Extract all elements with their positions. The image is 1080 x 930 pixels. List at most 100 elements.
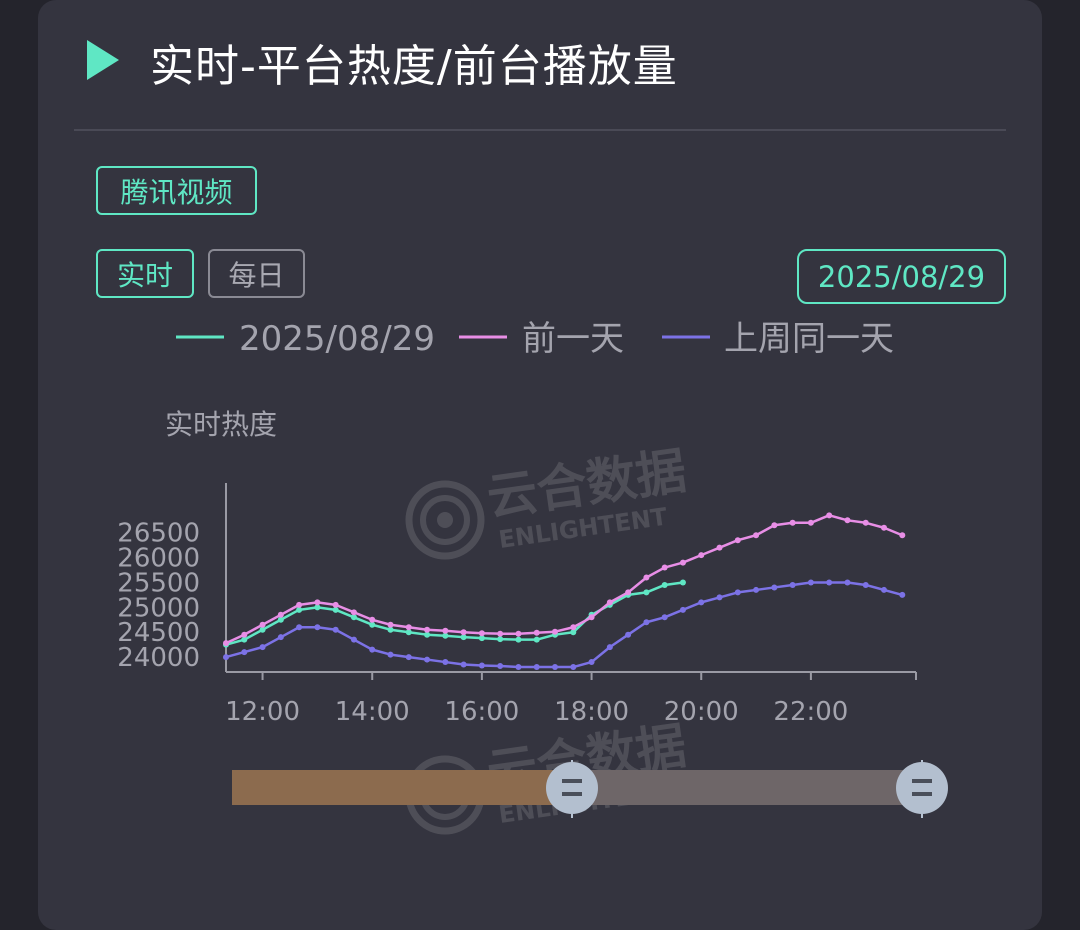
data-point[interactable]	[387, 621, 394, 628]
data-point[interactable]	[606, 599, 613, 606]
data-point[interactable]	[789, 581, 796, 588]
data-point[interactable]	[881, 586, 888, 593]
data-point[interactable]	[350, 636, 357, 643]
data-point[interactable]	[899, 591, 906, 598]
slider-track-window[interactable]	[577, 770, 922, 805]
data-point[interactable]	[515, 664, 522, 671]
legend-item-today[interactable]: 2025/08/29	[176, 319, 435, 359]
data-point[interactable]	[296, 624, 303, 631]
data-point[interactable]	[296, 601, 303, 608]
data-point[interactable]	[862, 519, 869, 526]
data-point[interactable]	[277, 616, 284, 623]
data-point[interactable]	[241, 636, 248, 643]
data-point[interactable]	[277, 634, 284, 641]
data-point[interactable]	[844, 517, 851, 524]
data-point[interactable]	[826, 512, 833, 519]
data-point[interactable]	[588, 659, 595, 666]
data-point[interactable]	[350, 609, 357, 616]
data-point[interactable]	[588, 614, 595, 621]
data-point[interactable]	[405, 624, 412, 631]
data-point[interactable]	[533, 629, 540, 636]
data-point[interactable]	[442, 659, 449, 666]
slider-track-selected[interactable]	[232, 770, 577, 805]
range-slider[interactable]	[232, 760, 948, 818]
data-point[interactable]	[734, 537, 741, 544]
data-point[interactable]	[734, 589, 741, 596]
data-point[interactable]	[296, 606, 303, 613]
data-point[interactable]	[478, 662, 485, 669]
data-point[interactable]	[259, 626, 266, 633]
data-point[interactable]	[606, 644, 613, 651]
data-point[interactable]	[552, 664, 559, 671]
data-point[interactable]	[369, 621, 376, 628]
data-point[interactable]	[259, 621, 266, 628]
legend-item-last-week[interactable]: 上周同一天	[662, 319, 894, 359]
data-point[interactable]	[314, 604, 321, 611]
data-point[interactable]	[826, 579, 833, 586]
data-point[interactable]	[862, 581, 869, 588]
data-point[interactable]	[460, 629, 467, 636]
data-point[interactable]	[387, 626, 394, 633]
date-picker-button[interactable]: 2025/08/29	[797, 249, 1006, 304]
slider-handle-end[interactable]	[896, 760, 948, 818]
slider-handle-start[interactable]	[546, 760, 598, 818]
data-point[interactable]	[314, 624, 321, 631]
data-point[interactable]	[661, 564, 668, 571]
data-point[interactable]	[332, 606, 339, 613]
data-point[interactable]	[497, 630, 504, 637]
data-point[interactable]	[332, 626, 339, 633]
data-point[interactable]	[332, 601, 339, 608]
data-point[interactable]	[643, 589, 650, 596]
data-point[interactable]	[570, 624, 577, 631]
data-point[interactable]	[643, 619, 650, 626]
data-point[interactable]	[478, 630, 485, 637]
data-point[interactable]	[442, 627, 449, 634]
data-point[interactable]	[716, 544, 723, 551]
data-point[interactable]	[497, 663, 504, 670]
data-point[interactable]	[405, 629, 412, 636]
data-point[interactable]	[442, 632, 449, 639]
data-point[interactable]	[844, 579, 851, 586]
data-point[interactable]	[899, 532, 906, 539]
handle-knob[interactable]	[546, 762, 598, 814]
handle-knob[interactable]	[896, 762, 948, 814]
data-point[interactable]	[698, 552, 705, 559]
data-point[interactable]	[259, 644, 266, 651]
data-point[interactable]	[679, 559, 686, 566]
data-point[interactable]	[424, 626, 431, 633]
data-point[interactable]	[223, 640, 229, 647]
data-point[interactable]	[515, 636, 522, 643]
data-point[interactable]	[643, 574, 650, 581]
data-point[interactable]	[807, 519, 814, 526]
data-point[interactable]	[460, 634, 467, 641]
data-point[interactable]	[277, 611, 284, 618]
data-point[interactable]	[789, 519, 796, 526]
data-point[interactable]	[241, 631, 248, 638]
legend-item-previous-day[interactable]: 前一天	[459, 319, 624, 359]
data-point[interactable]	[625, 631, 632, 638]
data-point[interactable]	[369, 646, 376, 653]
data-point[interactable]	[314, 599, 321, 606]
mode-tab-realtime[interactable]: 实时	[96, 249, 194, 298]
data-point[interactable]	[570, 664, 577, 671]
data-point[interactable]	[771, 584, 778, 591]
data-point[interactable]	[771, 522, 778, 529]
platform-tab-tencent-video[interactable]: 腾讯视频	[96, 166, 257, 215]
data-point[interactable]	[241, 649, 248, 656]
data-point[interactable]	[387, 651, 394, 658]
data-point[interactable]	[497, 636, 504, 643]
data-point[interactable]	[350, 614, 357, 621]
data-point[interactable]	[369, 616, 376, 623]
data-point[interactable]	[698, 599, 705, 606]
data-point[interactable]	[753, 586, 760, 593]
data-point[interactable]	[570, 629, 577, 636]
data-point[interactable]	[625, 589, 632, 596]
data-point[interactable]	[223, 654, 229, 661]
data-point[interactable]	[424, 656, 431, 663]
data-point[interactable]	[661, 614, 668, 621]
data-point[interactable]	[533, 664, 540, 671]
data-point[interactable]	[716, 594, 723, 601]
data-point[interactable]	[661, 581, 668, 588]
data-point[interactable]	[753, 532, 760, 539]
data-point[interactable]	[679, 579, 686, 586]
